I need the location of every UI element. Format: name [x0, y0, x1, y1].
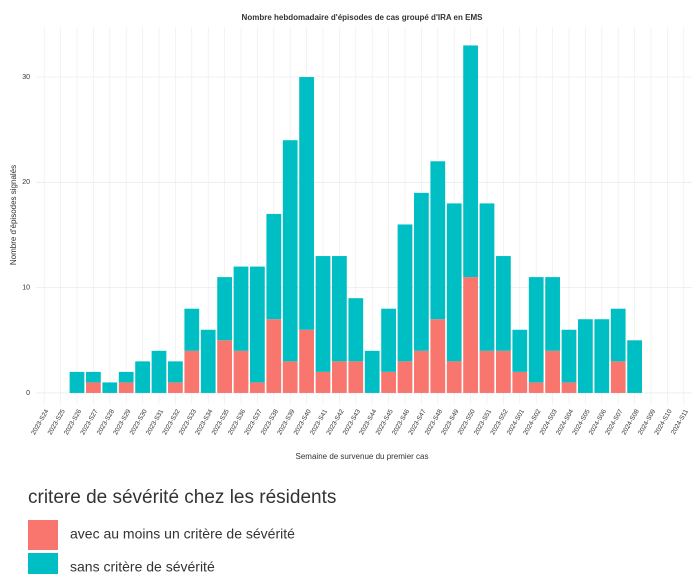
bar-segment: [332, 361, 347, 393]
bar-segment: [86, 371, 101, 383]
bar-segment: [512, 329, 528, 372]
bar-segment: [512, 371, 528, 393]
bar-segment: [332, 256, 347, 362]
bar-segment: [217, 340, 232, 393]
y-axis-title: Nombre d'épisodes signalés: [9, 165, 18, 265]
bar-segment: [430, 161, 446, 320]
bar-segment: [348, 361, 364, 393]
bar-segment: [446, 361, 462, 393]
bar-segment: [430, 319, 446, 393]
bar-segment: [135, 361, 150, 393]
bar-segment: [479, 203, 495, 351]
bar-segment: [348, 298, 364, 362]
chart-title: Nombre hebdomadaire d'épisodes de cas gr…: [242, 13, 484, 22]
bar-segment: [381, 308, 396, 372]
bar-segment: [168, 382, 183, 393]
bar-segment: [299, 329, 314, 393]
x-axis-title: Semaine de survenue du premier cas: [296, 452, 429, 461]
bar-segment: [282, 140, 298, 362]
bar-segment: [250, 382, 265, 393]
legend-title: critere de sévérité chez les résidents: [28, 487, 336, 508]
legend-swatch: [28, 553, 58, 579]
bar-segment: [496, 256, 511, 351]
bar-segment: [381, 371, 396, 393]
bar-segment: [168, 361, 183, 383]
bar-segment: [627, 340, 642, 393]
bar-segment: [233, 266, 249, 351]
bar-segment: [545, 277, 560, 351]
bar-segment: [200, 329, 216, 393]
bar-segment: [118, 371, 134, 383]
bar-segment: [118, 382, 134, 393]
bar-segment: [578, 319, 593, 393]
y-tick-label: 20: [22, 179, 30, 186]
bar-segment: [266, 213, 282, 320]
legend-swatch: [28, 520, 58, 550]
bar-segment: [545, 350, 560, 393]
bar-segment: [610, 361, 626, 393]
bar-segment: [299, 77, 314, 330]
bar-segment: [282, 361, 298, 393]
bar-segment: [446, 203, 462, 362]
bar-segment: [610, 308, 626, 362]
bar-segment: [266, 319, 282, 393]
bar-segment: [102, 382, 118, 393]
bar-segment: [184, 350, 200, 393]
bar-segment: [250, 266, 265, 383]
legend-label: avec au moins un critère de sévérité: [70, 526, 295, 542]
bar-segment: [315, 256, 331, 372]
bar-segment: [528, 382, 544, 393]
bar-segment: [479, 350, 495, 393]
bar-segment: [315, 371, 331, 393]
bar-segment: [463, 45, 478, 278]
bar-segment: [184, 308, 200, 351]
y-tick-label: 0: [26, 390, 30, 397]
bar-segment: [233, 350, 249, 393]
bar-segment: [561, 329, 577, 383]
bar-segment: [561, 382, 577, 393]
bar-segment: [397, 224, 413, 362]
bar-segment: [364, 350, 380, 393]
bar-segment: [217, 277, 232, 341]
bar-segment: [414, 192, 429, 351]
bar-segment: [496, 350, 511, 393]
bar-segment: [463, 277, 478, 393]
bar-segment: [69, 371, 85, 393]
bar-segment: [594, 319, 610, 393]
bar-segment: [414, 350, 429, 393]
y-tick-label: 10: [22, 284, 30, 291]
bar-segment: [151, 350, 167, 393]
bar-segment: [528, 277, 544, 383]
bar-segment: [397, 361, 413, 393]
legend-label: sans critère de sévérité: [70, 559, 215, 574]
bar-segment: [86, 382, 101, 393]
y-tick-label: 30: [22, 74, 30, 81]
